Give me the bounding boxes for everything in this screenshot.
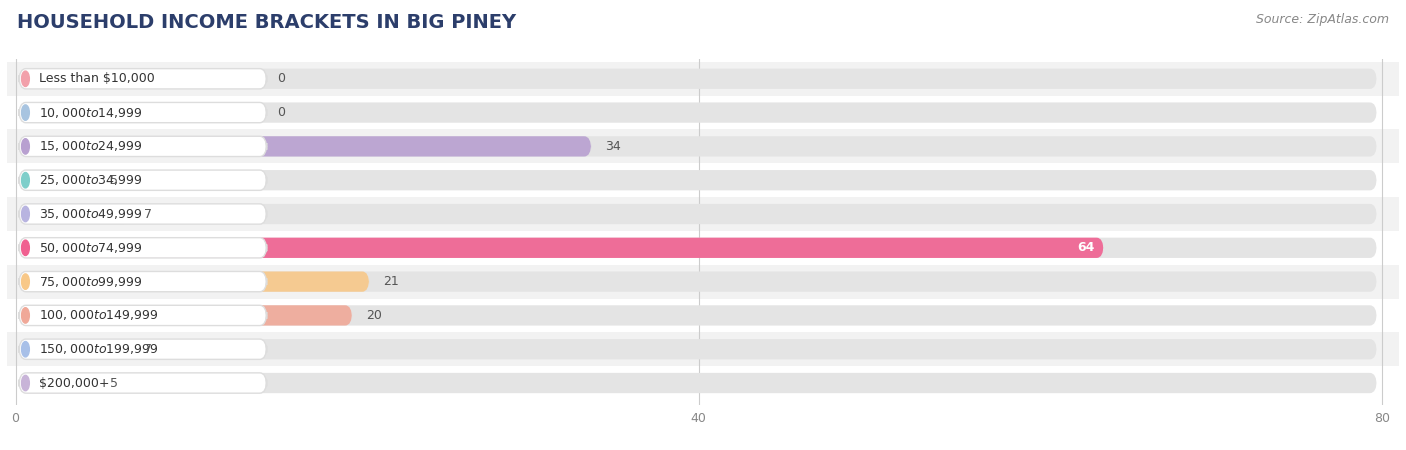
FancyBboxPatch shape: [21, 69, 1376, 89]
FancyBboxPatch shape: [20, 103, 267, 123]
Text: $15,000 to $24,999: $15,000 to $24,999: [39, 140, 142, 153]
FancyBboxPatch shape: [21, 170, 96, 190]
Circle shape: [21, 139, 30, 154]
Text: 34: 34: [605, 140, 620, 153]
Circle shape: [21, 240, 30, 256]
Circle shape: [21, 342, 30, 357]
FancyBboxPatch shape: [20, 305, 267, 325]
FancyBboxPatch shape: [20, 204, 267, 224]
Text: $200,000+: $200,000+: [39, 377, 110, 390]
Bar: [0, 265, 1399, 298]
Text: $150,000 to $199,999: $150,000 to $199,999: [39, 342, 157, 356]
Circle shape: [21, 206, 30, 222]
FancyBboxPatch shape: [21, 373, 1376, 393]
Bar: [0, 197, 1399, 231]
Text: $10,000 to $14,999: $10,000 to $14,999: [39, 106, 142, 120]
FancyBboxPatch shape: [20, 170, 267, 190]
Text: $35,000 to $49,999: $35,000 to $49,999: [39, 207, 142, 221]
Text: 5: 5: [110, 174, 118, 187]
Bar: [0, 163, 1399, 197]
Text: $75,000 to $99,999: $75,000 to $99,999: [39, 274, 142, 288]
FancyBboxPatch shape: [20, 238, 267, 258]
FancyBboxPatch shape: [20, 271, 267, 292]
FancyBboxPatch shape: [20, 69, 267, 89]
Text: $50,000 to $74,999: $50,000 to $74,999: [39, 241, 142, 255]
FancyBboxPatch shape: [21, 339, 1376, 360]
FancyBboxPatch shape: [21, 305, 351, 325]
FancyBboxPatch shape: [21, 103, 1376, 123]
FancyBboxPatch shape: [21, 305, 1376, 325]
FancyBboxPatch shape: [21, 136, 1376, 157]
Text: 7: 7: [143, 343, 152, 356]
Text: $25,000 to $34,999: $25,000 to $34,999: [39, 173, 142, 187]
FancyBboxPatch shape: [21, 170, 1376, 190]
Circle shape: [21, 274, 30, 289]
Text: 5: 5: [110, 377, 118, 390]
FancyBboxPatch shape: [21, 238, 1376, 258]
Bar: [0, 96, 1399, 130]
Bar: [0, 298, 1399, 332]
Circle shape: [21, 105, 30, 120]
Text: 7: 7: [143, 207, 152, 220]
Text: $100,000 to $149,999: $100,000 to $149,999: [39, 308, 157, 322]
Text: 0: 0: [277, 72, 285, 86]
Bar: [0, 366, 1399, 400]
FancyBboxPatch shape: [21, 204, 129, 224]
FancyBboxPatch shape: [20, 136, 267, 157]
Text: 0: 0: [277, 106, 285, 119]
FancyBboxPatch shape: [21, 271, 370, 292]
Bar: [0, 62, 1399, 96]
Text: 20: 20: [366, 309, 381, 322]
FancyBboxPatch shape: [21, 339, 129, 360]
Circle shape: [21, 172, 30, 188]
FancyBboxPatch shape: [21, 136, 591, 157]
Text: HOUSEHOLD INCOME BRACKETS IN BIG PINEY: HOUSEHOLD INCOME BRACKETS IN BIG PINEY: [17, 14, 516, 32]
FancyBboxPatch shape: [21, 204, 1376, 224]
Bar: [0, 231, 1399, 265]
FancyBboxPatch shape: [21, 373, 96, 393]
Bar: [0, 332, 1399, 366]
Circle shape: [21, 71, 30, 86]
FancyBboxPatch shape: [20, 339, 267, 360]
Bar: [0, 130, 1399, 163]
FancyBboxPatch shape: [21, 238, 1104, 258]
Circle shape: [21, 308, 30, 323]
Text: 64: 64: [1077, 241, 1095, 254]
FancyBboxPatch shape: [21, 271, 1376, 292]
FancyBboxPatch shape: [20, 373, 267, 393]
Text: Less than $10,000: Less than $10,000: [39, 72, 155, 86]
Text: Source: ZipAtlas.com: Source: ZipAtlas.com: [1256, 14, 1389, 27]
Text: 21: 21: [382, 275, 398, 288]
Circle shape: [21, 375, 30, 391]
